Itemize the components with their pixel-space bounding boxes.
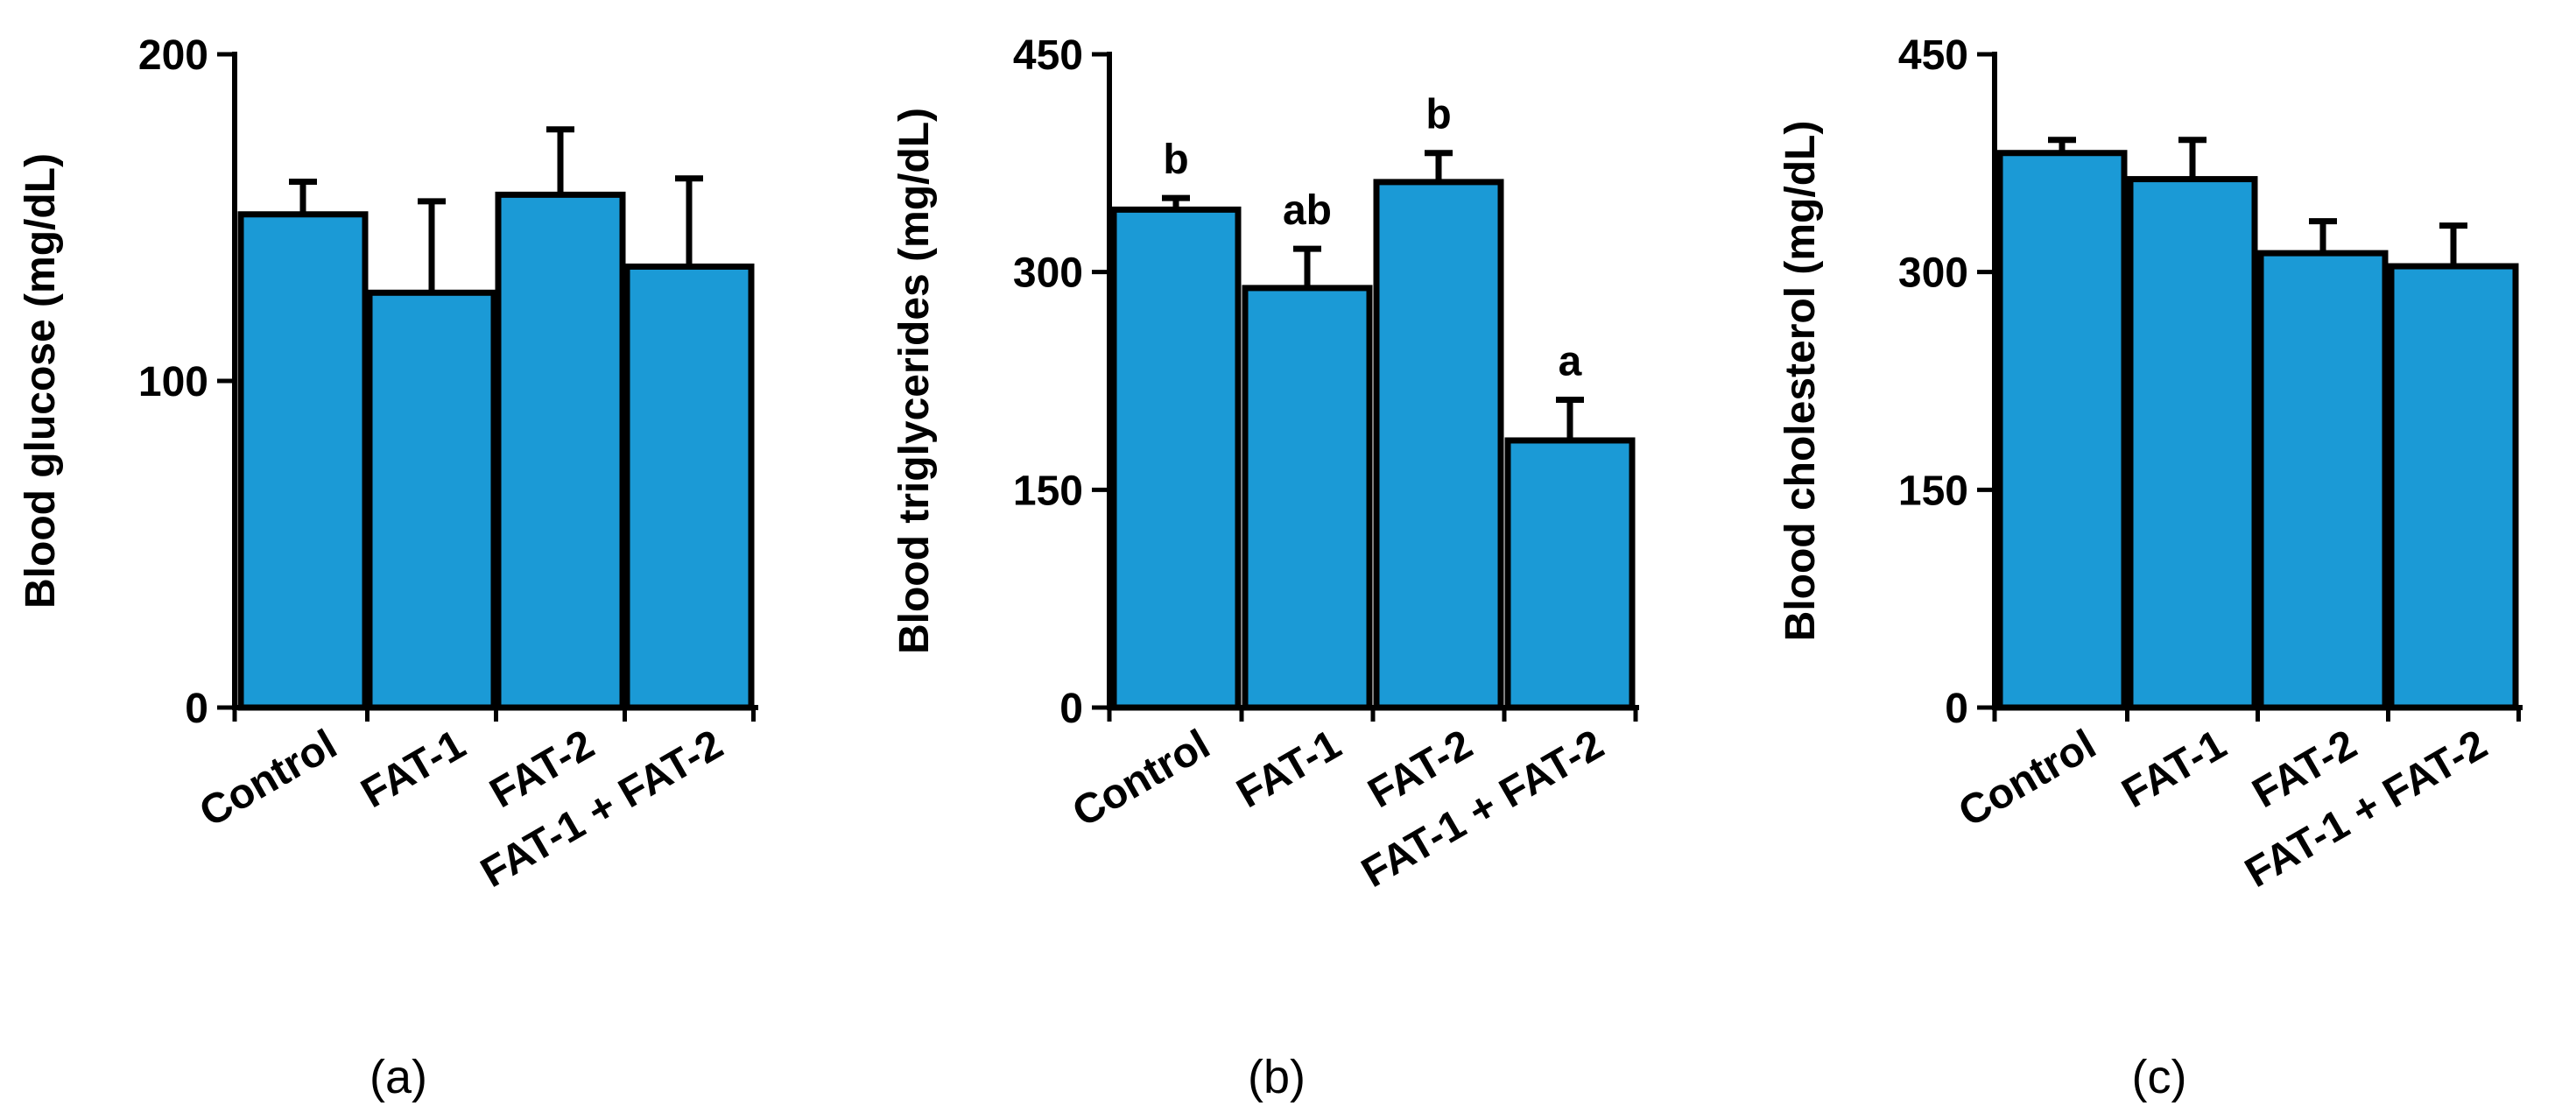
significance-label-b-1: ab xyxy=(1283,187,1332,234)
y-tick-label-b-2: 300 xyxy=(1013,250,1083,297)
panel-label-c: (c) xyxy=(2132,1051,2187,1103)
y-tick-label-b-1: 150 xyxy=(1013,468,1083,514)
bar-a-2 xyxy=(495,191,626,711)
bar-c-0 xyxy=(1996,150,2128,711)
bar-c-1 xyxy=(2127,176,2258,711)
category-label-a-1: FAT-1 xyxy=(354,722,474,817)
y-tick-label-a-1: 100 xyxy=(138,359,208,405)
bar-b-0 xyxy=(1110,206,1242,711)
significance-label-b-2: b xyxy=(1425,92,1451,138)
category-label-c-1: FAT-1 xyxy=(2115,722,2235,817)
category-label-c-0: Control xyxy=(1951,722,2103,836)
y-tick-label-a-0: 0 xyxy=(185,686,208,732)
bar-c-2 xyxy=(2257,250,2389,711)
category-label-b-1: FAT-1 xyxy=(1229,722,1349,817)
panel-label-b: (b) xyxy=(1248,1051,1306,1103)
y-tick-label-c-0: 0 xyxy=(1945,686,1968,732)
bar-b-3 xyxy=(1504,437,1636,711)
y-axis-title-a: Blood glucose (mg/dL) xyxy=(18,153,64,609)
y-tick-label-c-1: 150 xyxy=(1898,468,1968,514)
bar-b-2 xyxy=(1373,179,1504,711)
bar-c-3 xyxy=(2388,263,2519,711)
category-label-a-0: Control xyxy=(192,722,344,836)
y-tick-label-b-3: 450 xyxy=(1013,32,1083,79)
y-axis-title-b: Blood triglycerides (mg/dL) xyxy=(891,108,938,654)
y-axis-title-c: Blood cholesterol (mg/dL) xyxy=(1777,121,1824,642)
bar-a-3 xyxy=(623,263,755,711)
category-label-b-0: Control xyxy=(1065,722,1217,836)
bar-a-1 xyxy=(366,289,497,711)
y-tick-label-a-2: 200 xyxy=(138,32,208,79)
significance-label-b-0: b xyxy=(1163,137,1188,183)
bar-b-1 xyxy=(1242,285,1373,711)
y-tick-label-c-3: 450 xyxy=(1898,32,1968,79)
panel-label-a: (a) xyxy=(370,1051,427,1103)
significance-label-b-3: a xyxy=(1559,339,1582,385)
y-tick-label-c-2: 300 xyxy=(1898,250,1968,297)
y-tick-label-b-0: 0 xyxy=(1059,686,1083,732)
bar-a-0 xyxy=(237,211,369,711)
